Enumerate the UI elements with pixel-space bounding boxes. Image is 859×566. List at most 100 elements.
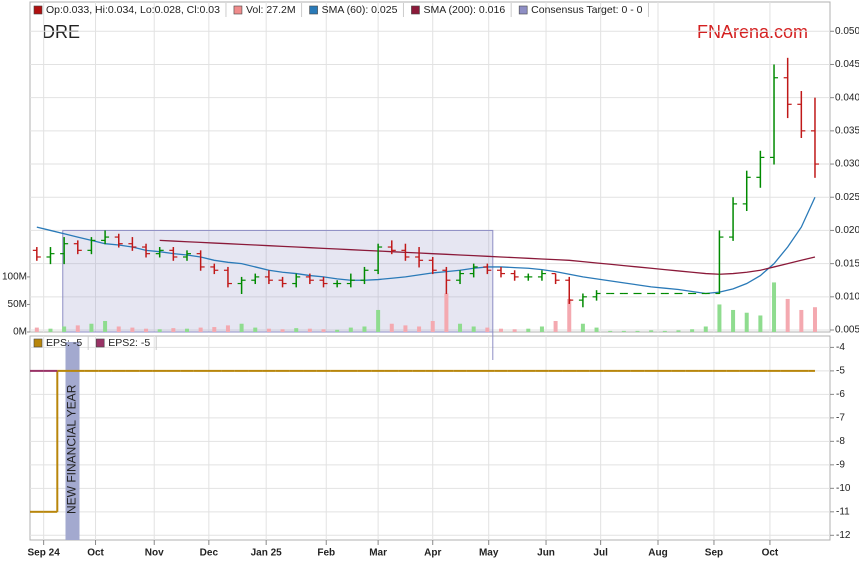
volume-bar [744,312,749,332]
y-tick-label: 0.040 [835,92,859,103]
volume-bar [144,328,149,332]
volume-bar [198,327,203,332]
eps-panel [29,335,831,541]
volume-bar [171,328,176,332]
volume-bar [772,282,777,332]
volume-bar [103,320,108,332]
x-tick-label: Mar [369,548,387,559]
annotation-band [65,342,80,540]
x-tick-label: Jul [593,548,608,559]
volume-bar [239,323,244,332]
x-tick-label: Oct [762,548,779,559]
volume-bar [75,325,80,332]
volume-bar [430,320,435,332]
volume-bar [348,327,353,332]
volume-bar [294,328,299,332]
volume-bar [717,304,722,332]
x-tick-label: Dec [200,548,219,559]
y-tick-label: -12 [836,530,851,541]
x-tick-label: Aug [648,548,667,559]
volume-bar [580,323,585,332]
x-tick-label: Sep [705,548,723,559]
volume-bar [498,328,503,332]
y-tick-label: -5 [836,366,845,377]
y-tick-label: -8 [836,436,845,447]
volume-bar [266,328,271,332]
volume-bar [116,326,121,332]
y-tick-label: 0.025 [835,192,859,203]
legend-swatch [95,338,105,348]
sma-line [36,196,816,295]
legend-label: SMA (200): 0.016 [423,4,505,16]
volume-bar [649,330,654,332]
y2-tick-label: 50M [8,299,27,310]
x-tick-label: Nov [145,548,164,559]
volume-bar [567,298,572,332]
legend-swatch [33,338,43,348]
legend-label: SMA (60): 0.025 [322,4,398,16]
y-tick-label: 0.045 [835,59,859,70]
y-tick-label: -10 [836,483,851,494]
y-tick-label: -11 [836,506,850,517]
legend-label: Vol: 27.2M [246,4,296,16]
volume-bar [253,327,258,332]
volume-bar [62,326,67,332]
volume-bar [812,307,817,332]
y-tick-label: -9 [836,459,845,470]
volume-bar [34,327,39,332]
y-tick-label: -7 [836,413,845,424]
volume-bar [280,329,285,332]
y-tick-label: 0.050 [835,26,859,37]
legend-swatch [33,5,43,15]
legend-swatch [518,5,528,15]
volume-bar [471,326,476,332]
x-tick-label: May [479,548,499,559]
x-tick-label: Jan 25 [251,548,283,559]
y-tick-label: 0.030 [835,159,859,170]
legend-label: Op:0.033, Hi:0.034, Lo:0.028, Cl:0.03 [46,4,220,16]
y-tick-label: 0.010 [835,291,859,302]
volume-bar [403,325,408,332]
volume-bar [526,328,531,332]
legend-swatch [233,5,243,15]
volume-bar [417,326,422,332]
volume-bar [608,330,613,332]
volume-bar [376,309,381,332]
volume-bar [458,323,463,332]
volume-bar [335,329,340,332]
volume-bar [594,327,599,332]
volume-bar [389,323,394,332]
y-tick-label: -6 [836,389,845,400]
volume-bar [321,329,326,332]
volume-bar [621,330,626,332]
volume-bar [362,326,367,332]
annotation: NEW FINANCIAL YEAR [65,384,79,514]
volume-bar [676,330,681,332]
volume-bar [690,329,695,332]
sma-line [159,239,816,275]
volume-bar [89,323,94,332]
x-tick-label: Oct [87,548,104,559]
legend-label: Consensus Target: 0 - 0 [531,4,642,16]
volume-bar [539,326,544,332]
y2-tick-label: 0M [13,327,27,338]
x-tick-label: Apr [424,548,441,559]
volume-bar [485,327,490,332]
volume-bar [157,329,162,332]
volume-bar [48,328,53,332]
legend-label: EPS: -5 [46,337,82,349]
volume-bar [758,315,763,332]
x-tick-label: Jun [537,548,555,559]
legend-swatch [309,5,318,15]
volume-bar [307,328,312,332]
y-tick-label: 0.005 [835,325,859,336]
legend-swatch [411,5,420,15]
volume-bar [635,330,640,332]
x-tick-label: Sep 24 [28,548,61,559]
volume-bar [512,329,517,332]
volume-bar [225,325,230,332]
y-tick-label: 0.035 [835,125,859,136]
volume-bar [553,320,558,332]
